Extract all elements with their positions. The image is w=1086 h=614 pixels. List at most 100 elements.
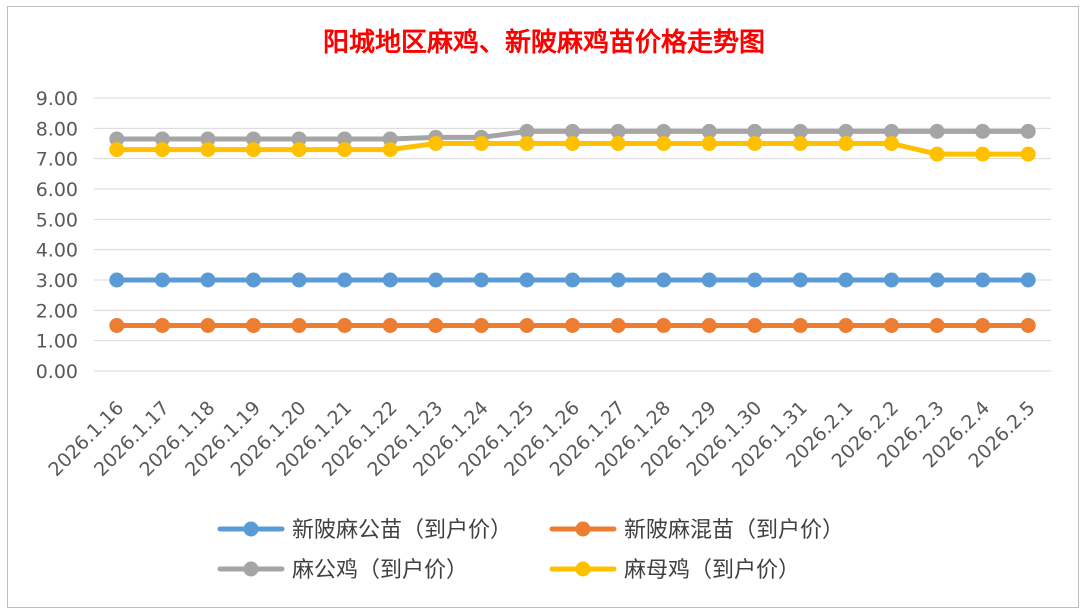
data-point [975, 318, 991, 333]
data-point [246, 318, 261, 333]
data-point [382, 131, 398, 147]
legend-marker [243, 561, 259, 577]
data-point [200, 318, 216, 333]
data-point [519, 136, 535, 151]
data-point [747, 318, 763, 333]
data-point [792, 272, 808, 288]
data-point [747, 123, 763, 139]
data-point [382, 318, 398, 333]
y-tick-label: 4.00 [36, 240, 78, 262]
data-point [701, 318, 717, 333]
data-point [291, 131, 307, 147]
x-axis-ticks: 2026.1.162026.1.172026.1.182026.1.192026… [44, 397, 1039, 481]
data-point [884, 136, 899, 151]
data-point [975, 123, 991, 139]
data-point [1020, 123, 1036, 139]
data-point [291, 272, 307, 288]
data-point [929, 123, 945, 139]
legend-item: 麻公鸡（到户价） [217, 558, 468, 583]
data-point [884, 123, 899, 139]
y-tick-label: 9.00 [36, 88, 78, 110]
data-point [428, 136, 444, 151]
data-point [109, 131, 125, 147]
data-point [701, 272, 717, 288]
y-tick-label: 3.00 [36, 270, 78, 292]
y-tick-label: 2.00 [36, 300, 78, 322]
series-lines [109, 123, 1036, 333]
legend-label: 新陂麻公苗（到户价） [292, 518, 512, 543]
data-point [884, 318, 899, 333]
data-point [792, 318, 808, 333]
data-point [656, 318, 672, 333]
y-tick-label: 7.00 [36, 149, 78, 171]
data-point [519, 318, 535, 333]
data-point [838, 318, 854, 333]
data-point [747, 136, 763, 151]
legend-label: 麻公鸡（到户价） [292, 558, 468, 583]
data-point [291, 142, 307, 158]
data-point [246, 131, 261, 147]
legend: 新陂麻公苗（到户价） 新陂麻混苗（到户价） 麻公鸡（到户价） 麻母鸡（到户价） [217, 518, 844, 583]
data-point [109, 142, 125, 158]
data-point [975, 146, 991, 162]
data-point [975, 272, 991, 288]
data-point [246, 272, 261, 288]
data-point [929, 318, 945, 333]
data-point [1020, 272, 1036, 288]
data-point [610, 272, 626, 288]
data-point [701, 123, 717, 139]
chart-title: 阳城地区麻鸡、新陂麻鸡苗价格走势图 [323, 27, 765, 58]
series-1 [109, 318, 1036, 333]
data-point [382, 142, 398, 158]
legend-marker [243, 521, 259, 537]
y-tick-label: 8.00 [36, 118, 78, 140]
data-point [473, 136, 489, 151]
data-point [656, 136, 672, 151]
line-chart: 阳城地区麻鸡、新陂麻鸡苗价格走势图 0.00 1.00 2.00 3.00 4.00 5.… [36, 27, 1051, 583]
legend-item: 麻母鸡（到户价） [549, 558, 800, 583]
legend-marker [575, 521, 591, 537]
data-point [473, 272, 489, 288]
y-tick-label: 0.00 [36, 361, 78, 383]
data-point [200, 272, 216, 288]
data-point [337, 272, 353, 288]
data-point [565, 136, 580, 151]
data-point [929, 146, 945, 162]
legend-label: 新陂麻混苗（到户价） [624, 518, 844, 543]
data-point [109, 272, 125, 288]
data-point [747, 272, 763, 288]
data-point [610, 123, 626, 139]
legend-item: 新陂麻混苗（到户价） [549, 518, 844, 543]
data-point [154, 131, 170, 147]
data-point [428, 318, 444, 333]
data-point [291, 318, 307, 333]
data-point [154, 272, 170, 288]
data-point [838, 272, 854, 288]
data-point [656, 272, 672, 288]
data-point [792, 123, 808, 139]
data-point [838, 136, 854, 151]
data-point [519, 272, 535, 288]
chart-area[interactable]: 阳城地区麻鸡、新陂麻鸡苗价格走势图 0.00 1.00 2.00 3.00 4.00 5.… [7, 6, 1079, 608]
legend-marker [575, 561, 591, 577]
data-point [337, 142, 353, 158]
legend-item: 新陂麻公苗（到户价） [217, 518, 512, 543]
data-point [610, 318, 626, 333]
data-point [929, 272, 945, 288]
y-tick-label: 6.00 [36, 179, 78, 201]
data-point [473, 318, 489, 333]
data-point [1020, 318, 1036, 333]
series-0 [109, 272, 1036, 288]
data-point [656, 123, 672, 139]
data-point [1020, 146, 1036, 162]
data-point [519, 123, 535, 139]
y-axis-ticks: 0.00 1.00 2.00 3.00 4.00 5.00 6.00 7.00 8.00 9.00 [36, 88, 78, 383]
data-point [200, 131, 216, 147]
legend-label: 麻母鸡（到户价） [624, 558, 800, 583]
y-tick-label: 5.00 [36, 209, 78, 231]
data-point [610, 136, 626, 151]
data-point [337, 131, 353, 147]
data-point [792, 136, 808, 151]
y-tick-label: 1.00 [36, 331, 78, 353]
